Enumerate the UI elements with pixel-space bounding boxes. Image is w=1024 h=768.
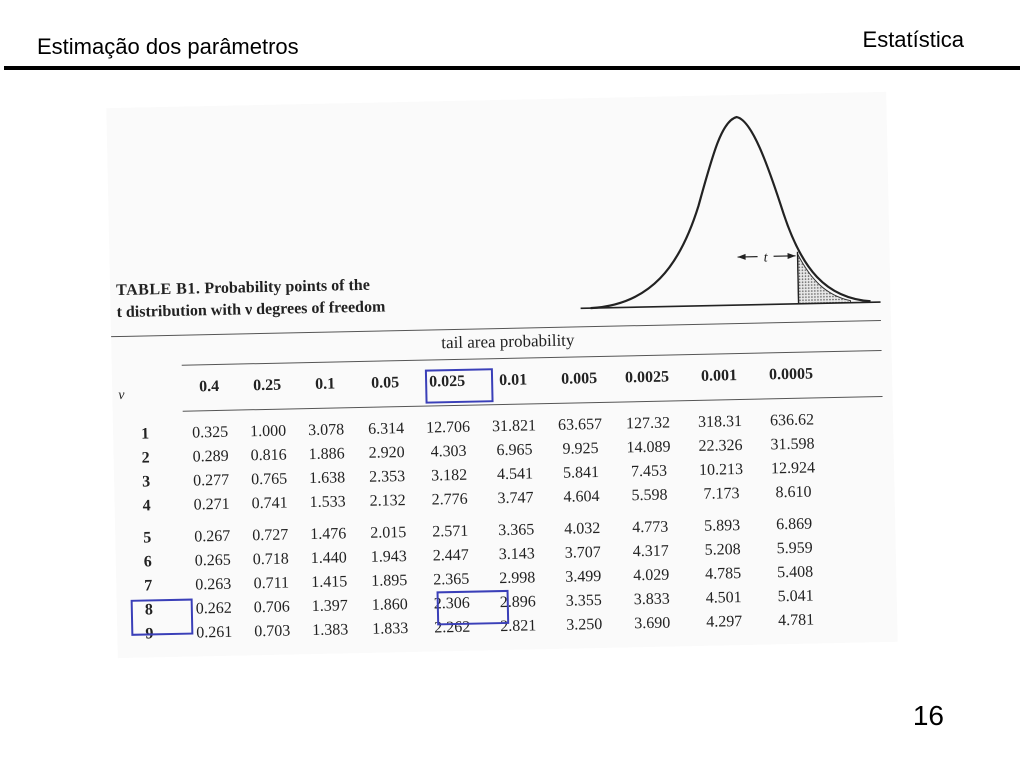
table-cell: 7.453	[630, 462, 668, 481]
row-nu: 1	[140, 425, 150, 443]
slide-title: Estimação dos parâmetros	[37, 34, 299, 59]
table-cell: 4.303	[430, 442, 467, 461]
table-cell: 8.610	[775, 483, 812, 502]
table-cell: 5.959	[776, 539, 813, 558]
table-cell: 2.571	[432, 522, 469, 541]
column-header: 0.0005	[768, 365, 814, 384]
table-cell: 10.213	[698, 460, 744, 479]
table-cell: 2.132	[369, 492, 406, 510]
table-cell: 3.499	[565, 567, 602, 586]
table-cell: 127.32	[625, 414, 671, 433]
table-cell: 9.925	[562, 439, 599, 458]
table-cell: 14.089	[626, 438, 671, 457]
row-nu: 5	[143, 529, 152, 547]
table-cell: 636.62	[769, 411, 815, 430]
table-cell: 22.326	[698, 436, 743, 455]
density-curve	[590, 115, 871, 310]
table-cell: 3.365	[498, 521, 535, 540]
table-cell: 4.297	[706, 613, 743, 631]
table-cell: 2.353	[368, 468, 406, 486]
column-header: 0.05	[370, 374, 400, 392]
row-nu: 2	[141, 449, 150, 467]
slide-subject: Estatística	[862, 27, 964, 52]
row-nu: 6	[143, 553, 153, 571]
table-cell: 2.920	[368, 444, 405, 462]
table-cell: 63.657	[557, 415, 603, 434]
table-cell: 1.895	[371, 572, 408, 590]
table-cell: 2.776	[431, 490, 468, 509]
table-cell: 4.781	[778, 611, 815, 630]
caption-label: TABLE B1.	[115, 280, 201, 300]
table-cell: 7.173	[703, 485, 740, 503]
table-cell: 4.501	[705, 589, 742, 607]
scanned-t-table: t TABLE B1. Probability points of the t …	[106, 91, 898, 659]
table-cell: 31.598	[770, 435, 815, 454]
tail-boundary	[796, 251, 800, 304]
table-cell: 3.707	[564, 543, 601, 562]
table-cell: 5.841	[562, 463, 600, 482]
table-cell: 1.833	[372, 620, 409, 638]
table-cell: 5.041	[777, 587, 814, 606]
baseline	[580, 301, 881, 310]
table-cell: 5.893	[704, 517, 741, 535]
column-header: 0.005	[560, 370, 598, 388]
table-cell: 5.208	[704, 541, 741, 559]
table-cell: 4.317	[632, 542, 669, 561]
highlight-col-0025	[424, 368, 494, 404]
table-cell: 4.032	[564, 519, 601, 538]
highlight-row-8	[130, 598, 194, 636]
table-cell: 4.773	[632, 518, 669, 537]
table-cell: 12.706	[425, 418, 471, 437]
table-cell: 3.833	[633, 590, 670, 609]
table-cell: 6.314	[367, 420, 405, 438]
table-cell: 4.785	[705, 565, 742, 583]
table-cell: 6.965	[496, 441, 533, 460]
table-cell: 6.869	[776, 515, 813, 534]
title-rule	[4, 66, 1020, 70]
table-cell: 3.250	[566, 615, 603, 634]
table-cell: 5.598	[631, 486, 668, 505]
table-cell: 2.015	[370, 524, 407, 542]
table-cell: 3.747	[497, 489, 534, 508]
table-cell: 2.365	[433, 570, 470, 589]
tail-area-heading: tail area probability	[441, 330, 575, 353]
column-header: 0.0025	[624, 368, 670, 387]
table-cell: 1.860	[371, 596, 408, 614]
table-cell: 3.143	[498, 545, 535, 564]
page-number: 16	[912, 700, 944, 731]
table-cell: 12.924	[770, 459, 816, 478]
table-caption: TABLE B1. Probability points of the t di…	[116, 273, 457, 324]
table-cell: 2.998	[499, 569, 536, 588]
t-label: t	[764, 250, 769, 265]
row-nu: 3	[141, 473, 151, 491]
table-cell: 4.029	[633, 566, 670, 585]
table-cell: 3.182	[430, 466, 468, 485]
table-cell: 2.447	[432, 546, 469, 565]
table-cell: 1.943	[370, 548, 407, 566]
row-nu: 7	[144, 577, 153, 595]
t-distribution-curve: t	[580, 115, 881, 310]
table-cell: 31.821	[491, 417, 537, 436]
column-header: 0.001	[700, 367, 738, 385]
caption-text-line1: Probability points of the	[204, 276, 371, 298]
table-cell: 318.31	[697, 412, 743, 431]
highlight-value-2306	[436, 589, 510, 626]
table-cell: 4.541	[496, 465, 534, 484]
table-cell: 4.604	[563, 487, 600, 506]
table-cell: 3.355	[565, 591, 602, 610]
row-nu: 4	[142, 497, 151, 515]
table-cell: 5.408	[777, 563, 814, 582]
table-cell: 3.690	[634, 614, 671, 633]
